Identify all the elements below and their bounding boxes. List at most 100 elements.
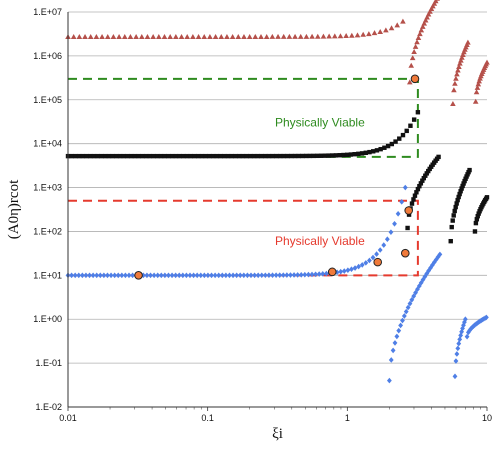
square-point (363, 150, 368, 155)
triangle-point (99, 33, 105, 39)
y-tick-label: 1.E+03 (33, 183, 62, 193)
diamond-point (392, 340, 398, 346)
square-point (76, 153, 82, 159)
diamond-point (403, 308, 409, 315)
triangle-point (473, 89, 480, 95)
diamond-point (148, 272, 153, 279)
diamond-point (130, 272, 135, 279)
square-point (436, 154, 441, 160)
square-point (129, 153, 134, 159)
diamond-point (155, 272, 161, 279)
diamond-point (209, 272, 214, 279)
square-point (114, 153, 119, 159)
square-point (337, 153, 342, 158)
highlighted-points (134, 74, 420, 280)
diamond-point (166, 272, 171, 279)
triangle-point (303, 33, 310, 39)
diamond-point (359, 262, 365, 268)
diamond-point (370, 254, 376, 261)
triangle-point (70, 33, 77, 39)
square-point (274, 153, 279, 159)
triangle-point (415, 35, 422, 41)
diamond-point (295, 272, 301, 278)
triangle-point (406, 79, 413, 85)
diamond-point (169, 272, 175, 279)
triangle-point (326, 33, 332, 39)
diamond-point (402, 184, 408, 191)
diamond-point (205, 272, 211, 279)
square-point (458, 189, 463, 194)
data-points (65, 0, 490, 384)
y-tick-label: 1.E+07 (33, 7, 62, 17)
square-point (472, 229, 478, 234)
diamond-point (255, 272, 261, 279)
diamond-point (223, 272, 229, 279)
triangle-point (161, 33, 168, 39)
triangle-point (428, 5, 435, 11)
square-point (73, 153, 78, 159)
square-point (460, 183, 465, 189)
highlight-point (404, 206, 413, 215)
square-point (237, 153, 242, 159)
diamond-point (396, 327, 402, 334)
triangle-point (269, 33, 276, 39)
triangle-point (388, 25, 395, 31)
diamond-point (69, 272, 74, 279)
triangle-point (354, 32, 361, 38)
diamond-point (194, 272, 200, 279)
square-point (251, 153, 257, 159)
y-tick-label: 1.E+00 (33, 314, 62, 324)
square-point (356, 151, 361, 157)
triangle-point (474, 84, 481, 90)
square-point (110, 153, 115, 159)
diamond-point (184, 272, 189, 279)
triangle-point (411, 49, 417, 55)
square-point (457, 191, 462, 197)
square-point (344, 152, 350, 158)
grid-lines (68, 11, 487, 408)
square-point (367, 149, 372, 155)
diamond-point (398, 322, 404, 329)
square-point (385, 143, 391, 149)
triangle-point (110, 33, 117, 39)
y-axis-title: (A0η)rcot (6, 179, 22, 239)
highlight-point (373, 257, 383, 267)
diamond-point (252, 272, 257, 279)
square-point (359, 151, 365, 156)
diamond-point (72, 272, 78, 279)
square-point (459, 186, 464, 191)
square-point (106, 153, 112, 159)
triangle-point (360, 31, 366, 37)
triangle-point (458, 57, 464, 63)
triangle-point (337, 33, 344, 39)
y-tick-label: 1.E+05 (33, 95, 62, 105)
diamond-point (245, 272, 250, 279)
square-point (214, 153, 220, 159)
square-point (475, 213, 480, 219)
square-point (125, 153, 130, 159)
square-point (455, 197, 460, 203)
diamond-point (230, 272, 236, 279)
square-point (192, 153, 197, 159)
diamond-point (151, 272, 157, 279)
square-point (147, 153, 153, 159)
triangle-point (309, 33, 315, 39)
diamond-point (227, 272, 232, 279)
square-point (155, 153, 160, 159)
triangle-point (207, 33, 213, 39)
triangle-point (418, 27, 425, 33)
diamond-point (115, 272, 121, 279)
diamond-point (219, 272, 225, 279)
square-point (173, 153, 179, 159)
square-point (281, 153, 287, 159)
x-tick-label: 0.1 (201, 413, 214, 423)
triangle-point (320, 33, 327, 39)
triangle-point (430, 3, 436, 9)
square-point (389, 141, 395, 147)
triangle-point (422, 17, 429, 23)
diamond-point (90, 272, 96, 279)
square-point (222, 153, 227, 159)
triangle-point (133, 33, 139, 39)
diamond-point (453, 358, 459, 364)
diamond-point (349, 266, 354, 273)
